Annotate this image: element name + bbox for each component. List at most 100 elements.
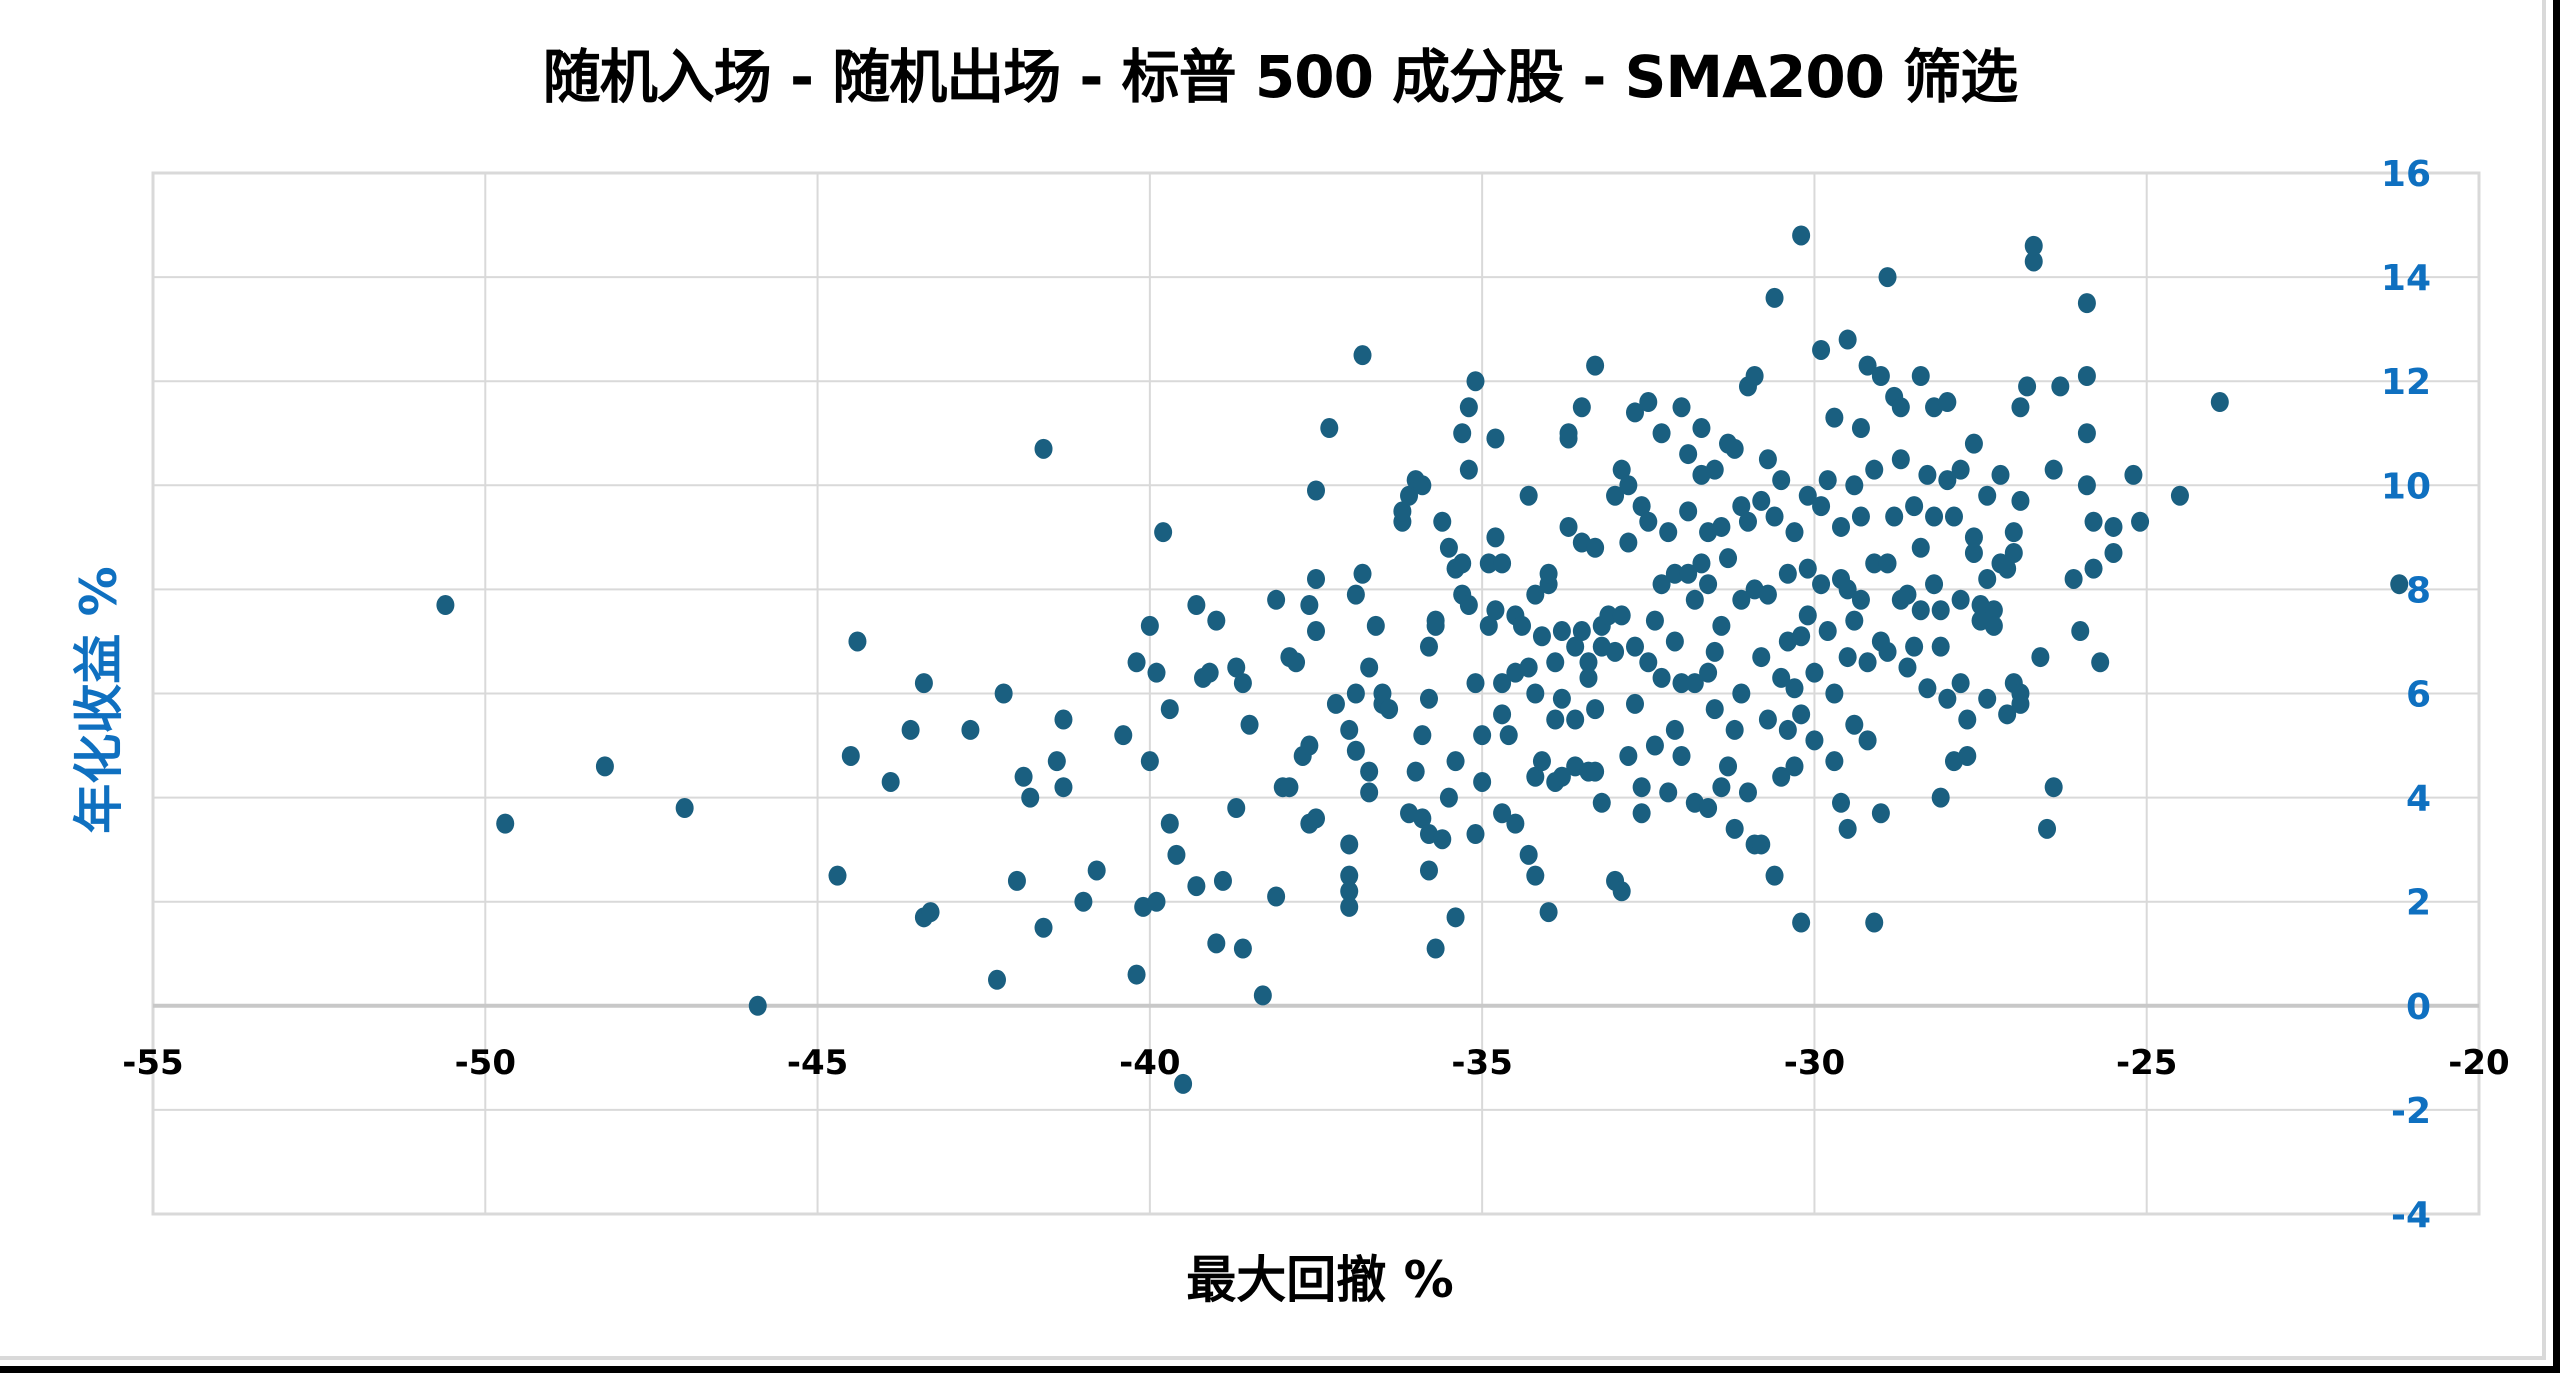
- data-point: [2170, 485, 2189, 506]
- data-point: [1047, 751, 1066, 772]
- data-point: [1798, 485, 1817, 506]
- data-point: [1147, 662, 1166, 683]
- data-point: [1360, 782, 1379, 803]
- data-point: [1758, 709, 1777, 730]
- data-point: [1812, 339, 1831, 360]
- data-point: [1752, 490, 1771, 511]
- data-point: [1473, 725, 1492, 746]
- data-point: [1579, 667, 1598, 688]
- data-point: [1486, 527, 1505, 548]
- data-point: [1851, 589, 1870, 610]
- data-point: [1300, 735, 1319, 756]
- data-point: [1958, 745, 1977, 766]
- data-point: [2011, 693, 2030, 714]
- data-point: [1672, 673, 1691, 694]
- data-point: [1765, 865, 1784, 886]
- data-point: [1034, 917, 1053, 938]
- data-point: [1187, 876, 1206, 897]
- data-point: [1307, 808, 1325, 829]
- data-point: [1639, 392, 1658, 413]
- data-point: [1991, 464, 2010, 485]
- y-tick-label: -4: [2391, 1195, 2431, 1236]
- data-point: [1087, 860, 1106, 881]
- gridlines: [151, 171, 2481, 1216]
- data-point: [1466, 673, 1485, 694]
- data-point: [1625, 693, 1644, 714]
- data-point: [2077, 423, 2096, 444]
- data-point: [1792, 912, 1811, 933]
- data-point: [1174, 1073, 1193, 1094]
- data-point: [1612, 605, 1631, 626]
- data-point: [1360, 657, 1379, 678]
- data-point: [1466, 824, 1485, 845]
- data-point: [1712, 615, 1731, 636]
- data-point: [1114, 725, 1133, 746]
- data-point: [1878, 641, 1897, 662]
- data-point: [1340, 865, 1359, 886]
- data-point: [1998, 558, 2017, 579]
- data-point: [1818, 621, 1837, 642]
- data-point: [1612, 459, 1631, 480]
- data-point: [1280, 777, 1299, 798]
- data-point: [1034, 438, 1053, 459]
- y-tick-label: 16: [2381, 154, 2431, 195]
- data-point: [1233, 938, 1252, 959]
- data-point: [2124, 464, 2143, 485]
- data-point: [1832, 792, 1851, 813]
- data-point: [1964, 542, 1983, 563]
- data-point: [1951, 589, 1970, 610]
- data-point: [1625, 636, 1644, 657]
- data-point: [1838, 579, 1857, 600]
- data-point: [1719, 548, 1738, 569]
- data-point: [1699, 662, 1718, 683]
- data-point: [1346, 683, 1365, 704]
- data-point: [1785, 522, 1804, 543]
- data-point: [1705, 459, 1724, 480]
- data-point: [1951, 459, 1970, 480]
- data-point: [1805, 730, 1824, 751]
- data-point: [1878, 267, 1897, 288]
- data-point: [1732, 589, 1751, 610]
- data-point: [1825, 407, 1844, 428]
- data-point: [1380, 699, 1399, 720]
- data-point: [1758, 449, 1777, 470]
- data-point: [1685, 673, 1704, 694]
- data-point: [1619, 745, 1638, 766]
- data-point: [2024, 235, 2043, 256]
- data-point: [1712, 777, 1731, 798]
- data-point: [1546, 709, 1565, 730]
- data-point: [2004, 522, 2023, 543]
- x-tick-label: -45: [787, 1043, 848, 1083]
- data-point: [1592, 792, 1611, 813]
- data-point: [1453, 553, 1472, 574]
- data-point: [1353, 345, 1372, 366]
- data-point: [1665, 719, 1684, 740]
- data-point: [1772, 470, 1791, 491]
- y-tick-label: 10: [2381, 466, 2431, 507]
- data-point: [496, 813, 515, 834]
- data-point: [994, 683, 1013, 704]
- data-point: [1911, 537, 1930, 558]
- data-point: [2011, 397, 2030, 418]
- data-point: [1213, 870, 1232, 891]
- data-point: [1938, 392, 1957, 413]
- data-point: [1845, 714, 1864, 735]
- data-point: [1998, 704, 2017, 725]
- data-point: [1898, 584, 1917, 605]
- data-point: [1891, 397, 1910, 418]
- data-point: [1519, 844, 1538, 865]
- data-point: [1705, 699, 1724, 720]
- data-point: [1479, 553, 1498, 574]
- data-point: [1154, 522, 1173, 543]
- x-tick-label: -55: [122, 1043, 183, 1083]
- data-point: [1679, 563, 1698, 584]
- data-point: [1652, 574, 1671, 595]
- data-point: [1539, 902, 1558, 923]
- data-point: [1586, 761, 1605, 782]
- data-point: [1506, 813, 1525, 834]
- data-point: [1619, 532, 1638, 553]
- data-point: [1546, 652, 1565, 673]
- y-tick-label: 0: [2406, 987, 2431, 1028]
- data-point: [1606, 641, 1625, 662]
- data-point: [1346, 584, 1365, 605]
